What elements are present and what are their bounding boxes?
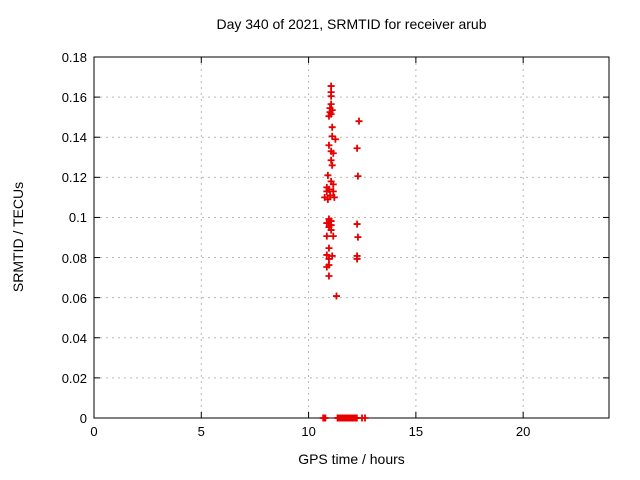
x-tick-label: 15 [408, 424, 424, 439]
y-tick-label: 0.14 [61, 130, 87, 146]
data-point-marker [325, 244, 333, 252]
y-tick-label: 0.12 [61, 170, 87, 186]
data-point-marker [327, 82, 335, 90]
data-point-marker [330, 193, 338, 201]
data-point-marker [324, 195, 332, 203]
data-point-marker [353, 255, 361, 263]
data-point-marker [329, 187, 337, 195]
data-point-marker [354, 233, 362, 241]
x-tick-label: 10 [301, 424, 316, 439]
plot-border [93, 56, 610, 419]
data-point-marker [355, 117, 363, 125]
y-tick-label: 0.08 [61, 250, 87, 266]
data-point-marker [327, 156, 335, 164]
y-tick-label: 0.04 [61, 330, 87, 346]
data-point-marker [327, 100, 335, 108]
data-point-marker [329, 149, 337, 157]
data-point-marker [353, 220, 361, 228]
data-point-marker [327, 226, 335, 234]
data-point-marker [328, 123, 336, 131]
x-axis-label: GPS time / hours [298, 451, 405, 467]
y-tick-label: 0.02 [61, 370, 87, 386]
data-point-marker [332, 292, 340, 300]
data-point-marker [325, 255, 333, 263]
data-point-marker [325, 272, 333, 280]
x-tick-label: 20 [515, 424, 531, 439]
data-point-marker [325, 112, 333, 120]
data-point-marker [354, 172, 362, 180]
y-tick-label: 0.18 [61, 50, 87, 65]
data-point-marker [323, 187, 331, 195]
data-point-marker [323, 263, 331, 271]
data-point-marker [328, 161, 336, 169]
data-point-marker [323, 219, 331, 227]
y-tick-label: 0.1 [68, 210, 87, 226]
data-point-marker [325, 141, 333, 149]
y-tick-label: 0.06 [61, 290, 87, 306]
x-tick-label: 5 [197, 424, 205, 439]
data-point-marker [329, 180, 337, 188]
y-tick-label: 0 [79, 411, 87, 426]
y-tick-label: 0.16 [61, 90, 87, 106]
data-point-marker [324, 171, 332, 179]
x-tick-label: 0 [90, 424, 98, 439]
data-point-marker [327, 92, 335, 100]
chart-title: Day 340 of 2021, SRMTID for receiver aru… [216, 16, 487, 32]
data-point-marker [323, 232, 331, 240]
data-point-marker [331, 135, 339, 143]
data-point-marker [353, 144, 361, 152]
data-point-marker [326, 191, 334, 199]
data-point-marker [321, 414, 329, 422]
data-point-marker [329, 232, 337, 240]
data-point-marker [361, 414, 369, 422]
data-point-marker [323, 251, 331, 259]
